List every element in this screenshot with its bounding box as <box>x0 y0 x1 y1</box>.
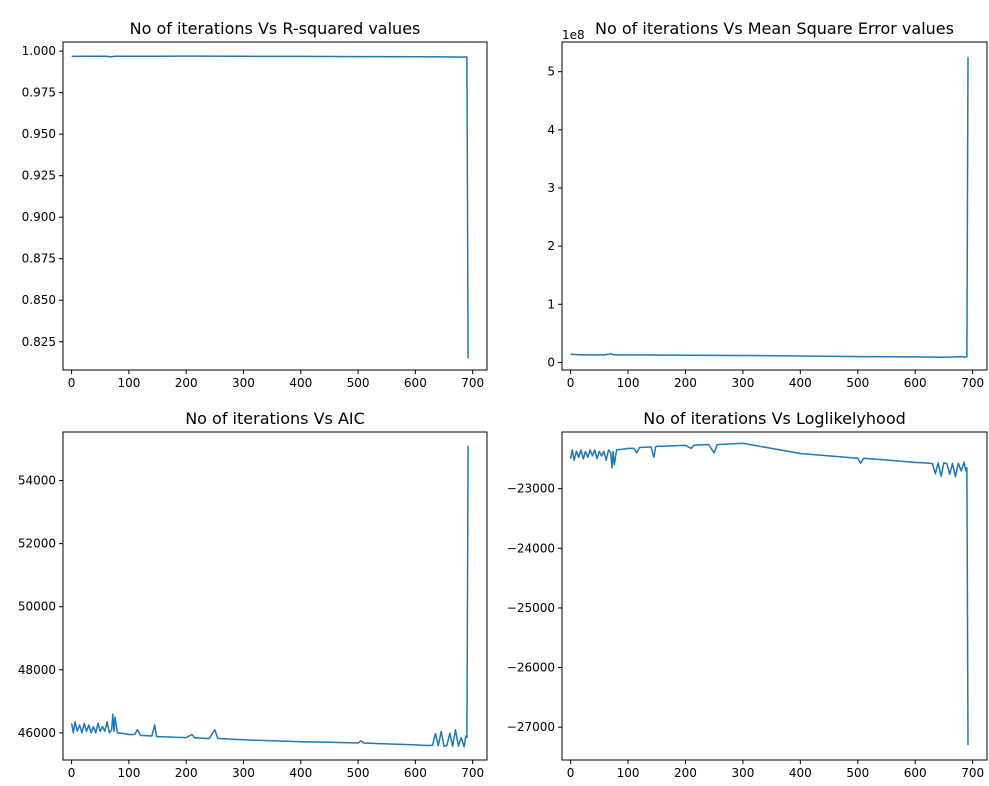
chart-4: No of iterations Vs Loglikelyhood 0 100 200… <box>507 409 988 780</box>
y-tick-label: 50000 <box>18 600 56 614</box>
chart-2: No of iterations Vs Mean Square Error va… <box>547 19 988 390</box>
x-tick-label: 500 <box>846 376 869 390</box>
y-tick-label: 3 <box>547 181 555 195</box>
x-tick-label: 500 <box>347 376 370 390</box>
plot-frame <box>62 41 488 371</box>
y-tick-label: 0 <box>547 355 555 369</box>
series-line <box>70 445 469 748</box>
y-tick-label: 0.925 <box>22 169 56 183</box>
series-line <box>569 442 969 746</box>
x-tick-label: 0 <box>567 766 575 780</box>
x-tick-label: 200 <box>175 376 198 390</box>
x-tick-label: 700 <box>961 766 984 780</box>
x-tick-label: 600 <box>904 766 927 780</box>
x-tick-label: 700 <box>961 376 984 390</box>
series-line <box>570 57 969 358</box>
x-tick-label: 700 <box>461 376 484 390</box>
y-tick-label: 0.900 <box>22 210 56 224</box>
x-tick-label: 700 <box>461 766 484 780</box>
x-tick-label: 400 <box>289 766 312 780</box>
y-tick-label: 1 <box>547 297 555 311</box>
x-tick-label: 400 <box>289 376 312 390</box>
chart-title: No of iterations Vs Mean Square Error va… <box>595 19 954 38</box>
chart-title: No of iterations Vs Loglikelyhood <box>643 409 906 428</box>
x-tick-label: 500 <box>347 766 370 780</box>
x-tick-label: 100 <box>117 376 140 390</box>
plot-frame <box>561 41 988 371</box>
x-tick-label: 600 <box>404 376 427 390</box>
y-tick-label: 0.950 <box>22 127 56 141</box>
x-tick-label: 500 <box>846 766 869 780</box>
x-tick-label: 300 <box>731 766 754 780</box>
x-tick-label: 300 <box>731 376 754 390</box>
chart-1: No of iterations Vs R-squared values 0 100… <box>22 19 488 390</box>
series-line <box>71 55 469 359</box>
x-tick-label: 0 <box>567 376 575 390</box>
y-tick-label: 52000 <box>18 537 56 551</box>
x-tick-label: 400 <box>789 376 812 390</box>
y-tick-label: −23000 <box>507 482 555 496</box>
x-tick-label: 200 <box>674 376 697 390</box>
chart-title: No of iterations Vs R-squared values <box>130 19 421 38</box>
x-tick-label: 200 <box>674 766 697 780</box>
x-tick-label: 300 <box>232 376 255 390</box>
chart-title: No of iterations Vs AIC <box>185 409 365 428</box>
y-tick-label: 0.875 <box>22 252 56 266</box>
x-tick-label: 100 <box>617 766 640 780</box>
plot-frame <box>62 431 488 761</box>
y-tick-label: 54000 <box>18 474 56 488</box>
y-tick-label: 46000 <box>18 726 56 740</box>
chart-3: No of iterations Vs AIC 0 100 200 300 400 500 6… <box>18 409 488 780</box>
y-tick-label: −25000 <box>507 601 555 615</box>
x-tick-label: 0 <box>68 376 76 390</box>
y-tick-label: 1.000 <box>22 44 56 58</box>
y-tick-label: −26000 <box>507 661 555 675</box>
y-offset-label: 1e8 <box>562 28 585 42</box>
y-tick-label: 0.850 <box>22 293 56 307</box>
x-tick-label: 600 <box>404 766 427 780</box>
x-tick-label: 600 <box>904 376 927 390</box>
x-tick-label: 100 <box>617 376 640 390</box>
x-tick-label: 100 <box>117 766 140 780</box>
x-tick-label: 400 <box>789 766 812 780</box>
y-tick-label: 4 <box>547 123 555 137</box>
y-tick-label: 0.975 <box>22 86 56 100</box>
y-tick-label: 0.825 <box>22 335 56 349</box>
x-tick-label: 0 <box>68 766 76 780</box>
plot-frame <box>561 431 988 761</box>
y-tick-label: −27000 <box>507 720 555 734</box>
y-tick-label: 2 <box>547 239 555 253</box>
x-tick-label: 200 <box>175 766 198 780</box>
y-tick-label: −24000 <box>507 541 555 555</box>
y-tick-label: 5 <box>547 65 555 79</box>
x-tick-label: 300 <box>232 766 255 780</box>
y-tick-label: 48000 <box>18 663 56 677</box>
